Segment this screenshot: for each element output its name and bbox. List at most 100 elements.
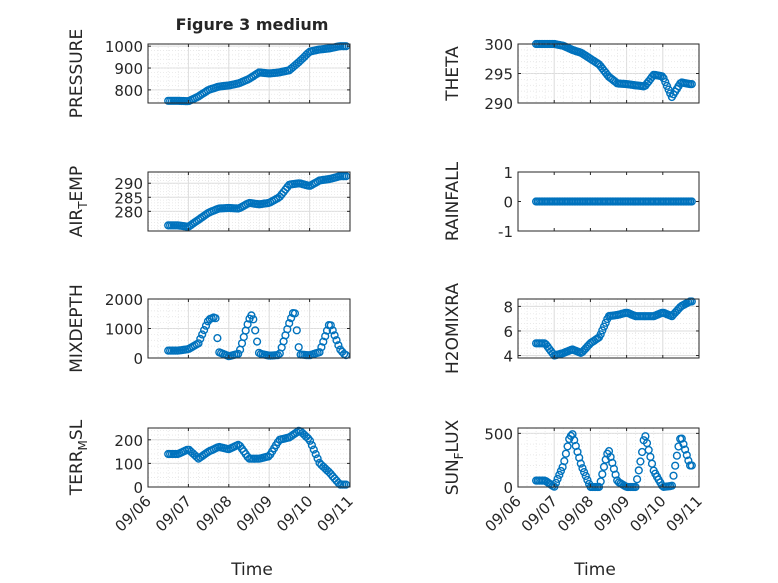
data-point	[555, 470, 564, 480]
subplot-theta: 290 295 300 THETA	[443, 36, 700, 113]
data-point	[659, 74, 668, 83]
data-point	[553, 474, 562, 484]
y-tick-label: 290	[114, 175, 143, 193]
x-tick-label: 09/08	[554, 492, 597, 535]
y-tick-label: 4	[503, 348, 513, 366]
data-point	[341, 172, 351, 181]
axes-box	[517, 427, 700, 488]
data-point	[313, 454, 322, 463]
data-point	[213, 334, 222, 343]
data-series	[164, 172, 351, 231]
data-point	[601, 318, 610, 327]
data-series	[531, 197, 696, 206]
data-point	[687, 197, 696, 206]
data-point	[599, 322, 609, 331]
data-series	[164, 426, 351, 489]
data-point	[661, 77, 670, 87]
data-point	[576, 459, 585, 468]
y-axis-label: TERRMSL	[67, 419, 90, 496]
data-point	[341, 480, 351, 489]
data-point	[669, 471, 678, 480]
data-point	[315, 348, 324, 357]
data-point	[671, 461, 680, 470]
x-axis-label-left: Time	[230, 560, 273, 580]
data-point	[290, 309, 300, 318]
data-point	[677, 434, 686, 443]
axes-box	[517, 298, 700, 359]
y-tick-label: 900	[114, 60, 143, 78]
data-point	[687, 461, 696, 470]
data-point	[560, 457, 569, 466]
y-axis-label: AIRTEMP	[67, 166, 90, 237]
data-point	[251, 326, 260, 335]
x-tick-label: 09/11	[314, 492, 357, 535]
data-point	[330, 331, 339, 340]
data-point	[200, 326, 209, 335]
data-point	[578, 464, 587, 473]
data-point	[583, 475, 592, 485]
axes-box	[147, 43, 351, 104]
y-tick-label: 8	[503, 298, 513, 316]
data-point	[682, 451, 691, 460]
data-point	[264, 452, 273, 461]
axes-box	[147, 427, 351, 488]
y-tick-label: -1	[498, 223, 513, 241]
y-axis-label: THETA	[443, 46, 463, 102]
data-point	[636, 457, 645, 466]
x-tick-label: 09/10	[626, 492, 669, 535]
y-tick-label: 200	[114, 432, 143, 450]
data-point	[599, 462, 609, 471]
y-tick-label: 100	[114, 455, 143, 473]
x-tick-label: 09/07	[518, 492, 561, 535]
data-point	[294, 343, 303, 352]
y-tick-label: 300	[484, 36, 513, 54]
y-tick-label: 295	[484, 66, 513, 84]
data-point	[317, 343, 326, 352]
subplot-rainfall: -1 0 1 RAINFALL	[443, 161, 700, 241]
subplot-sun_flux: 0 500 SUNFLUX 09/0609/0709/0809/0909/1009/1…	[443, 419, 706, 535]
x-tick-label: 09/06	[112, 492, 155, 535]
data-point	[328, 326, 337, 335]
data-point	[326, 321, 335, 330]
y-axis-label: PRESSURE	[67, 29, 87, 118]
subplot-mixdepth: 0 1000 2000 MIXDEPTH	[67, 284, 351, 373]
data-point	[596, 330, 605, 339]
y-tick-label: 2000	[105, 291, 143, 309]
subplot-terr_msl: 0 100 200 TERRMSL 09/0609/0709/0809/0909/100…	[67, 419, 357, 535]
data-point	[581, 471, 590, 481]
y-tick-label: 800	[114, 82, 143, 100]
data-series	[531, 297, 696, 360]
data-point	[687, 79, 696, 89]
subplot-h2omixra: 4 6 8 H2OMIXRA	[443, 283, 700, 374]
data-point	[563, 442, 572, 451]
y-tick-label: 0	[133, 479, 143, 497]
data-point	[321, 332, 330, 341]
data-point	[249, 315, 258, 324]
y-tick-label: 1000	[105, 321, 143, 339]
y-tick-label: 285	[114, 189, 143, 207]
data-point	[234, 349, 243, 358]
y-tick-label: 1000	[105, 38, 143, 56]
data-point	[667, 481, 677, 490]
subplot-pressure: 800 900 1000 PRESSURE	[67, 29, 351, 118]
data-point	[319, 337, 328, 346]
data-series	[164, 42, 351, 106]
data-point	[598, 326, 607, 335]
data-point	[596, 477, 605, 486]
x-tick-label: 09/09	[590, 492, 633, 535]
x-axis-label-right: Time	[573, 560, 616, 580]
x-tick-label: 09/09	[233, 492, 276, 535]
x-tick-label: 09/06	[482, 492, 525, 535]
y-tick-label: 0	[133, 350, 143, 368]
data-point	[292, 428, 301, 437]
data-point	[598, 470, 607, 479]
data-point	[672, 451, 682, 460]
x-tick-label: 09/11	[663, 492, 706, 535]
figure-title: Figure 3 medium	[176, 15, 329, 34]
data-point	[634, 466, 643, 475]
data-point	[198, 330, 207, 339]
y-tick-label: 500	[484, 425, 513, 443]
y-tick-label: 0	[503, 479, 513, 497]
